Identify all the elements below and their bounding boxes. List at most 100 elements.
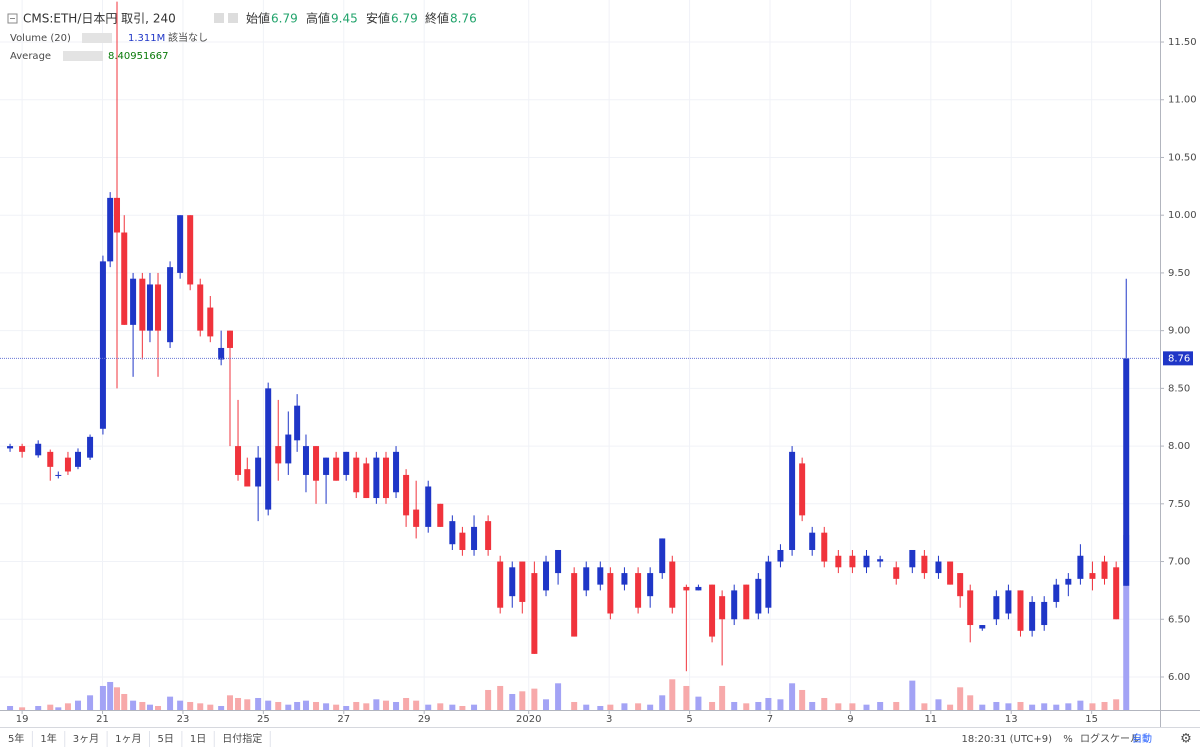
candle-body [1065, 578, 1072, 585]
volume-bar [583, 704, 590, 710]
candle-body [294, 405, 301, 441]
volume-bar [789, 683, 796, 710]
legend: CMS:ETH/日本円 取引, 240 始値 6.79 高値 9.45 安値 6… [7, 11, 477, 62]
candle-body [979, 625, 986, 629]
volume-bar [765, 697, 772, 710]
candle-body [459, 532, 466, 550]
candle-body [146, 284, 153, 331]
candle-body [921, 555, 928, 574]
open-label: 始値 [246, 11, 270, 26]
settings-gear[interactable]: ⚙ [1180, 732, 1192, 747]
close-label: 終値 [425, 11, 449, 26]
volume-bar [155, 705, 162, 710]
range-button[interactable]: 1年 [40, 732, 56, 745]
volume-bar [187, 701, 194, 710]
volume-bar [146, 704, 153, 710]
volume-bar [55, 707, 62, 710]
candle-body [993, 596, 1000, 620]
collapse-icon[interactable] [7, 13, 18, 24]
hide-icon[interactable] [228, 13, 238, 23]
scale-option[interactable]: 自動 [1132, 732, 1152, 745]
candle-body [709, 584, 716, 637]
close-value: 8.76 [450, 12, 477, 26]
volume-bar [877, 701, 884, 710]
candle-body [531, 573, 538, 654]
range-button[interactable]: 5日 [158, 734, 174, 745]
volume-icons[interactable] [82, 33, 112, 43]
candle-body [683, 586, 690, 591]
y-tick-label: 9.00 [1168, 326, 1190, 337]
candle-body [87, 436, 94, 458]
candle-body [425, 486, 432, 527]
candle-body [413, 509, 420, 527]
candle-body [244, 469, 251, 487]
y-tick-label: 8.50 [1168, 383, 1190, 394]
candle-body [449, 521, 456, 545]
x-tick-label: 7 [767, 714, 773, 725]
volume-bar [1041, 703, 1048, 710]
candle-body [799, 463, 806, 516]
volume-note: 該当なし [168, 31, 208, 44]
volume-bar [114, 687, 121, 710]
volume-value: 1.311M [128, 33, 165, 44]
candle-body [323, 457, 330, 475]
volume-bar [353, 701, 360, 710]
candle-body [285, 434, 292, 464]
candle-body [695, 586, 702, 591]
range-button[interactable]: 1日 [190, 734, 206, 745]
range-button[interactable]: 3ヶ月 [73, 733, 99, 745]
candle-body [789, 451, 796, 550]
volume-bar [1113, 699, 1120, 710]
candle-body [543, 561, 550, 591]
candle-body [669, 561, 676, 608]
candle-body [1005, 590, 1012, 614]
candle-body [1077, 555, 1084, 579]
low-value: 6.79 [391, 12, 418, 26]
settings-icon[interactable] [214, 13, 224, 23]
volume-bar [607, 704, 614, 710]
candle-body [155, 284, 162, 331]
x-tick-label: 25 [257, 714, 270, 725]
candle-body [403, 474, 410, 516]
volume-bar [647, 704, 654, 710]
volume-bar [1123, 535, 1130, 710]
average-icons[interactable] [63, 51, 103, 61]
candle-body [114, 197, 121, 233]
volume-bar [1029, 704, 1036, 710]
candle-body [765, 561, 772, 608]
volume-bar [979, 704, 986, 710]
candle-body [333, 457, 340, 481]
open-value: 6.79 [271, 12, 298, 26]
volume-bar [363, 703, 370, 710]
volume-bar [99, 685, 106, 710]
volume-bar [621, 703, 628, 710]
volume-bar [597, 705, 604, 710]
volume-bar [177, 700, 184, 710]
candle-body [497, 561, 504, 608]
volume-bar [403, 697, 410, 710]
volume-bar [294, 701, 301, 710]
range-button[interactable]: 1ヶ月 [115, 733, 141, 745]
candle-body [909, 549, 916, 568]
volume-bar [235, 697, 242, 710]
candle-body [177, 215, 184, 273]
volume-bar [373, 699, 380, 710]
candle-body [731, 590, 738, 620]
volume-bar [207, 704, 214, 710]
scale-option[interactable]: % [1063, 734, 1073, 745]
range-button[interactable]: 日付指定 [222, 732, 262, 745]
candle-body [1089, 573, 1096, 579]
candle-body [1113, 567, 1120, 620]
candle-body [555, 549, 562, 574]
volume-bar [709, 701, 716, 710]
volume-bar [683, 685, 690, 710]
candle-body [519, 561, 526, 602]
scale-option[interactable]: ログスケール [1080, 732, 1140, 745]
average-name: Average [10, 51, 51, 62]
candle-body [226, 330, 233, 348]
range-button[interactable]: 5年 [8, 732, 24, 745]
candle-body [55, 474, 62, 476]
volume-bar [244, 699, 251, 710]
volume-bar [425, 704, 432, 710]
volume-bar [809, 701, 816, 710]
